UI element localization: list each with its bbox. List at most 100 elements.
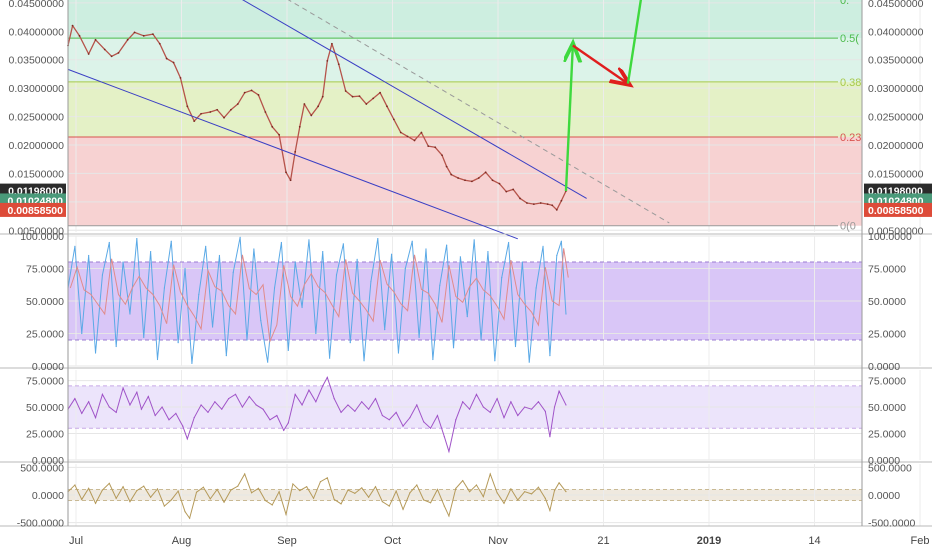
stoch-point-9 [129,313,131,315]
cci-point-69 [537,486,540,488]
price-point-39 [331,42,333,45]
stoch-point-49 [404,267,406,270]
cci-point-13 [156,488,159,490]
price-point-44 [365,103,368,105]
price-point-30 [285,171,287,174]
cci-point-12 [150,496,152,498]
stoch-point-69 [542,245,544,247]
stoch-point-36 [315,332,317,335]
cci-point-5 [101,489,104,491]
price-point-40 [337,63,340,66]
cci-ytick-left-0: 500.0000 [20,462,64,474]
price-point-10 [142,34,145,37]
price-point-73 [555,208,558,211]
cci-point-40 [340,503,342,505]
price-ytick-left-5: 0.02000000 [9,140,65,152]
rsi-point-49 [395,411,397,413]
stoch-point-1 [74,245,76,247]
cci-ytick-right-0: 500.0000 [868,462,912,474]
stoch-point-47 [390,253,393,255]
stoch-ytick-right-0: 100.0000 [868,231,912,243]
stoch-point-43 [363,360,365,362]
rsi-point-29 [262,408,264,410]
rsi-point-30 [269,419,271,421]
price-point-58 [457,177,460,179]
stoch-ytick-left-3: 25.0000 [26,329,64,341]
cci-ytick-left-1: 0.0000 [32,490,64,502]
cci-point-48 [395,490,397,492]
price-ytick-right-4: 0.02500000 [868,112,924,124]
cci-point-36 [312,497,315,499]
stoch-point-65 [514,345,517,348]
rsi-point-39 [326,376,328,379]
rsi-point-74 [558,390,560,392]
xtick-1: Aug [172,535,192,547]
price-point-1 [71,24,74,27]
stoch-point-60 [480,339,482,341]
cci-point-58 [462,480,464,482]
cci-point-59 [468,491,471,493]
price-point-34 [303,103,306,105]
stoch-point-71 [556,254,558,257]
price-ytick-left-4: 0.02500000 [9,112,65,124]
price-ytick-right-2: 0.03500000 [868,55,924,67]
price-point-4 [94,38,97,41]
price-badge-right-text-2: 0.00858500 [868,205,924,217]
forecast-arrow-2 [626,0,643,84]
stoch-ytick-right-2: 50.0000 [868,296,906,308]
stoch-point-24 [232,271,234,273]
stoch-point-28 [260,319,262,322]
price-point-72 [551,204,554,207]
cci-point-37 [319,481,322,483]
price-point-61 [477,177,480,179]
cci-point-72 [553,489,556,492]
cci-point-53 [429,502,432,504]
cci-ytick-left-2: -500.0000 [17,518,64,530]
price-point-59 [464,179,466,182]
price-point-25 [250,89,253,92]
rsi-point-7 [115,411,117,413]
price-point-23 [236,103,239,105]
stoch-point-16 [177,342,179,344]
cci-point-71 [549,509,551,512]
stoch-point-46 [384,329,386,331]
stoch-point-55 [446,244,448,246]
rsi-point-75 [565,404,567,406]
price-point-66 [512,188,515,191]
stoch-point-26 [246,339,248,341]
cci-point-19 [195,491,198,493]
rsi-point-22 [214,401,216,403]
cci-ytick-right-1: 0.0000 [868,490,900,502]
rsi-ytick-left-2: 25.0000 [26,429,64,441]
cci-point-61 [482,496,484,498]
cci-point-10 [136,489,138,492]
fib-zone-top [68,0,862,39]
price-ytick-right-0: 0.04500000 [868,0,924,10]
rsi-point-32 [283,429,285,431]
rsi-point-63 [489,411,491,413]
price-point-16 [186,105,189,108]
cci-point-16 [177,490,179,492]
rsi-point-14 [161,406,163,408]
channel-line-1 [242,0,587,199]
rsi-point-16 [175,412,177,415]
price-point-2 [78,34,81,37]
cci-point-27 [250,492,253,494]
cci-point-32 [285,513,287,515]
price-line [67,24,567,211]
stoch-point-57 [459,256,462,258]
rsi-point-18 [186,438,188,440]
rsi-point-11 [140,408,143,410]
stoch-point-44 [370,280,372,283]
price-point-33 [298,125,301,128]
rsi-point-13 [154,414,156,417]
price-point-17 [193,120,196,123]
rsi-point-36 [308,389,310,391]
price-point-57 [450,173,453,176]
stoch-ytick-right-1: 75.0000 [868,264,906,276]
rsi-point-52 [416,404,418,406]
stoch-point-11 [143,336,145,338]
rsi-ytick-left-0: 75.0000 [26,376,64,388]
